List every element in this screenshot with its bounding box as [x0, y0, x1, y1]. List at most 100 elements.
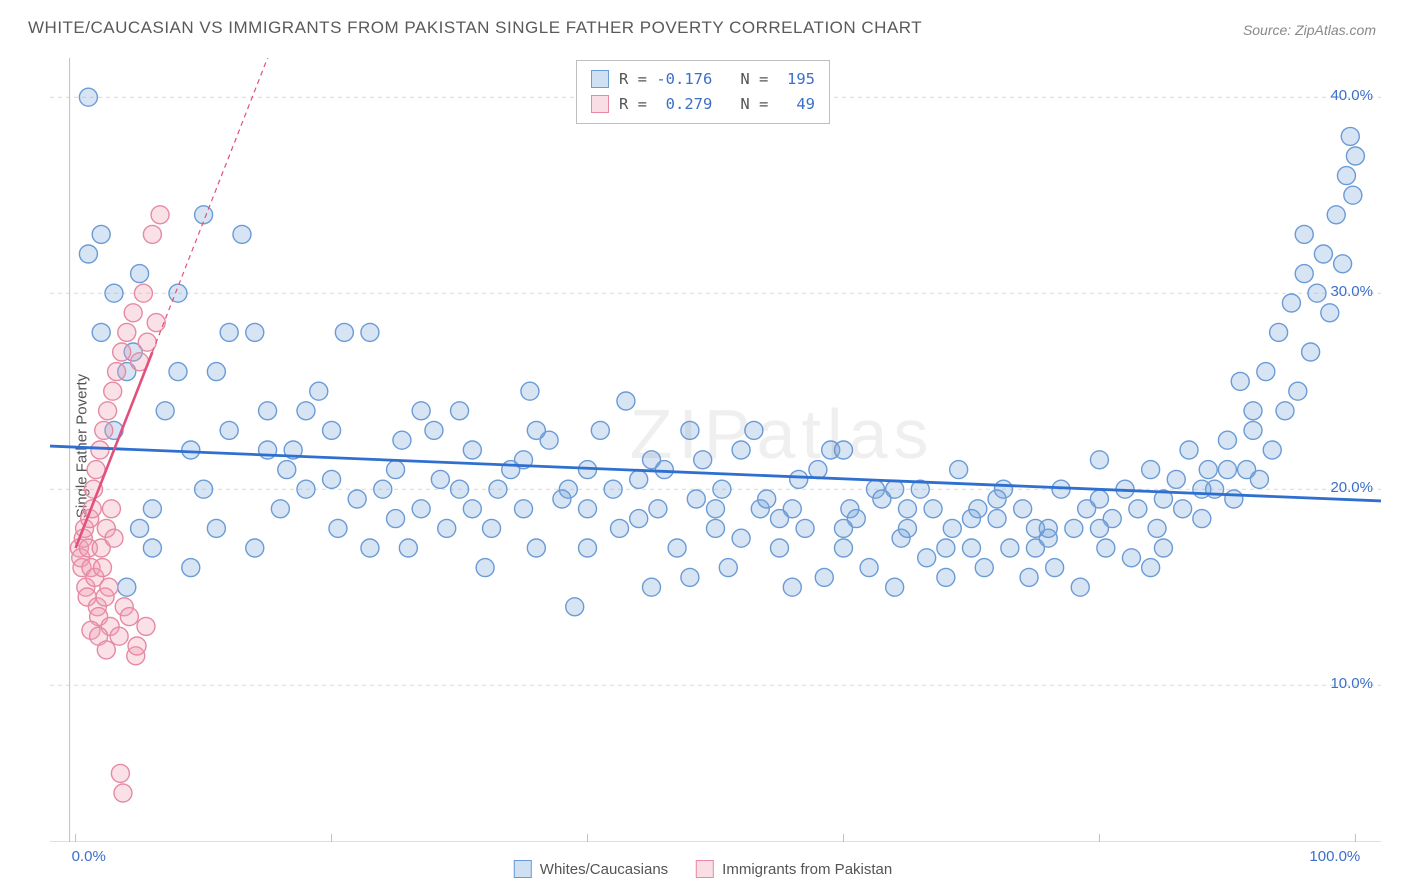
data-point [1180, 441, 1198, 459]
data-point [110, 627, 128, 645]
data-point [1090, 519, 1108, 537]
data-point [643, 451, 661, 469]
data-point [489, 480, 507, 498]
data-point [483, 519, 501, 537]
data-point [1302, 343, 1320, 361]
data-point [310, 382, 328, 400]
data-point [1344, 186, 1362, 204]
data-point [918, 549, 936, 567]
data-point [114, 784, 132, 802]
data-point [937, 568, 955, 586]
data-point [962, 539, 980, 557]
data-point [431, 470, 449, 488]
data-point [1039, 519, 1057, 537]
data-point [515, 500, 533, 518]
data-point [361, 323, 379, 341]
data-point [156, 402, 174, 420]
data-point [207, 363, 225, 381]
chart-area: ZIPatlas 10.0%20.0%30.0%40.0% [50, 58, 1381, 842]
data-point [361, 539, 379, 557]
data-point [195, 480, 213, 498]
data-point [463, 441, 481, 459]
legend-swatch [696, 860, 714, 878]
legend-swatch [591, 95, 609, 113]
data-point [687, 490, 705, 508]
data-point [937, 539, 955, 557]
data-point [1270, 323, 1288, 341]
correlation-legend: R = -0.176 N = 195R = 0.279 N = 49 [576, 60, 830, 124]
data-point [105, 284, 123, 302]
data-point [783, 578, 801, 596]
data-point [233, 225, 251, 243]
data-point [297, 480, 315, 498]
data-point [834, 519, 852, 537]
legend-item: Whites/Caucasians [514, 860, 668, 878]
data-point [1308, 284, 1326, 302]
data-point [143, 500, 161, 518]
data-point [943, 519, 961, 537]
data-point [118, 323, 136, 341]
data-point [617, 392, 635, 410]
data-point [348, 490, 366, 508]
data-point [1142, 559, 1160, 577]
series-legend: Whites/Caucasians Immigrants from Pakista… [514, 860, 892, 878]
data-point [412, 402, 430, 420]
data-point [1337, 167, 1355, 185]
data-point [898, 519, 916, 537]
data-point [681, 421, 699, 439]
data-point [1020, 568, 1038, 586]
data-point [1014, 500, 1032, 518]
data-point [713, 480, 731, 498]
data-point [521, 382, 539, 400]
data-point [809, 461, 827, 479]
data-point [1154, 539, 1172, 557]
data-point [950, 461, 968, 479]
data-point [732, 529, 750, 547]
data-point [1257, 363, 1275, 381]
data-point [259, 402, 277, 420]
data-point [1218, 461, 1236, 479]
data-point [681, 568, 699, 586]
data-point [131, 265, 149, 283]
source-attribution: Source: ZipAtlas.com [1243, 22, 1376, 38]
legend-stats: R = -0.176 N = 195 [619, 67, 815, 92]
data-point [579, 500, 597, 518]
data-point [719, 559, 737, 577]
data-point [323, 421, 341, 439]
data-point [649, 500, 667, 518]
data-point [128, 637, 146, 655]
data-point [278, 461, 296, 479]
data-point [1295, 265, 1313, 283]
data-point [1001, 539, 1019, 557]
data-point [182, 441, 200, 459]
data-point [1314, 245, 1332, 263]
x-tick-100: 100.0% [1309, 848, 1360, 865]
data-point [451, 480, 469, 498]
data-point [604, 480, 622, 498]
data-point [860, 559, 878, 577]
data-point [387, 461, 405, 479]
data-point [393, 431, 411, 449]
data-point [476, 559, 494, 577]
data-point [1090, 490, 1108, 508]
data-point [668, 539, 686, 557]
data-point [79, 88, 97, 106]
legend-item: Immigrants from Pakistan [696, 860, 892, 878]
data-point [1321, 304, 1339, 322]
data-point [886, 578, 904, 596]
data-point [745, 421, 763, 439]
data-point [1129, 500, 1147, 518]
data-point [1244, 402, 1262, 420]
data-point [246, 539, 264, 557]
data-point [591, 421, 609, 439]
data-point [1199, 461, 1217, 479]
data-point [1148, 519, 1166, 537]
data-point [102, 500, 120, 518]
data-point [438, 519, 456, 537]
data-point [297, 402, 315, 420]
data-point [1167, 470, 1185, 488]
data-point [1282, 294, 1300, 312]
data-point [399, 539, 417, 557]
data-point [463, 500, 481, 518]
data-point [770, 539, 788, 557]
